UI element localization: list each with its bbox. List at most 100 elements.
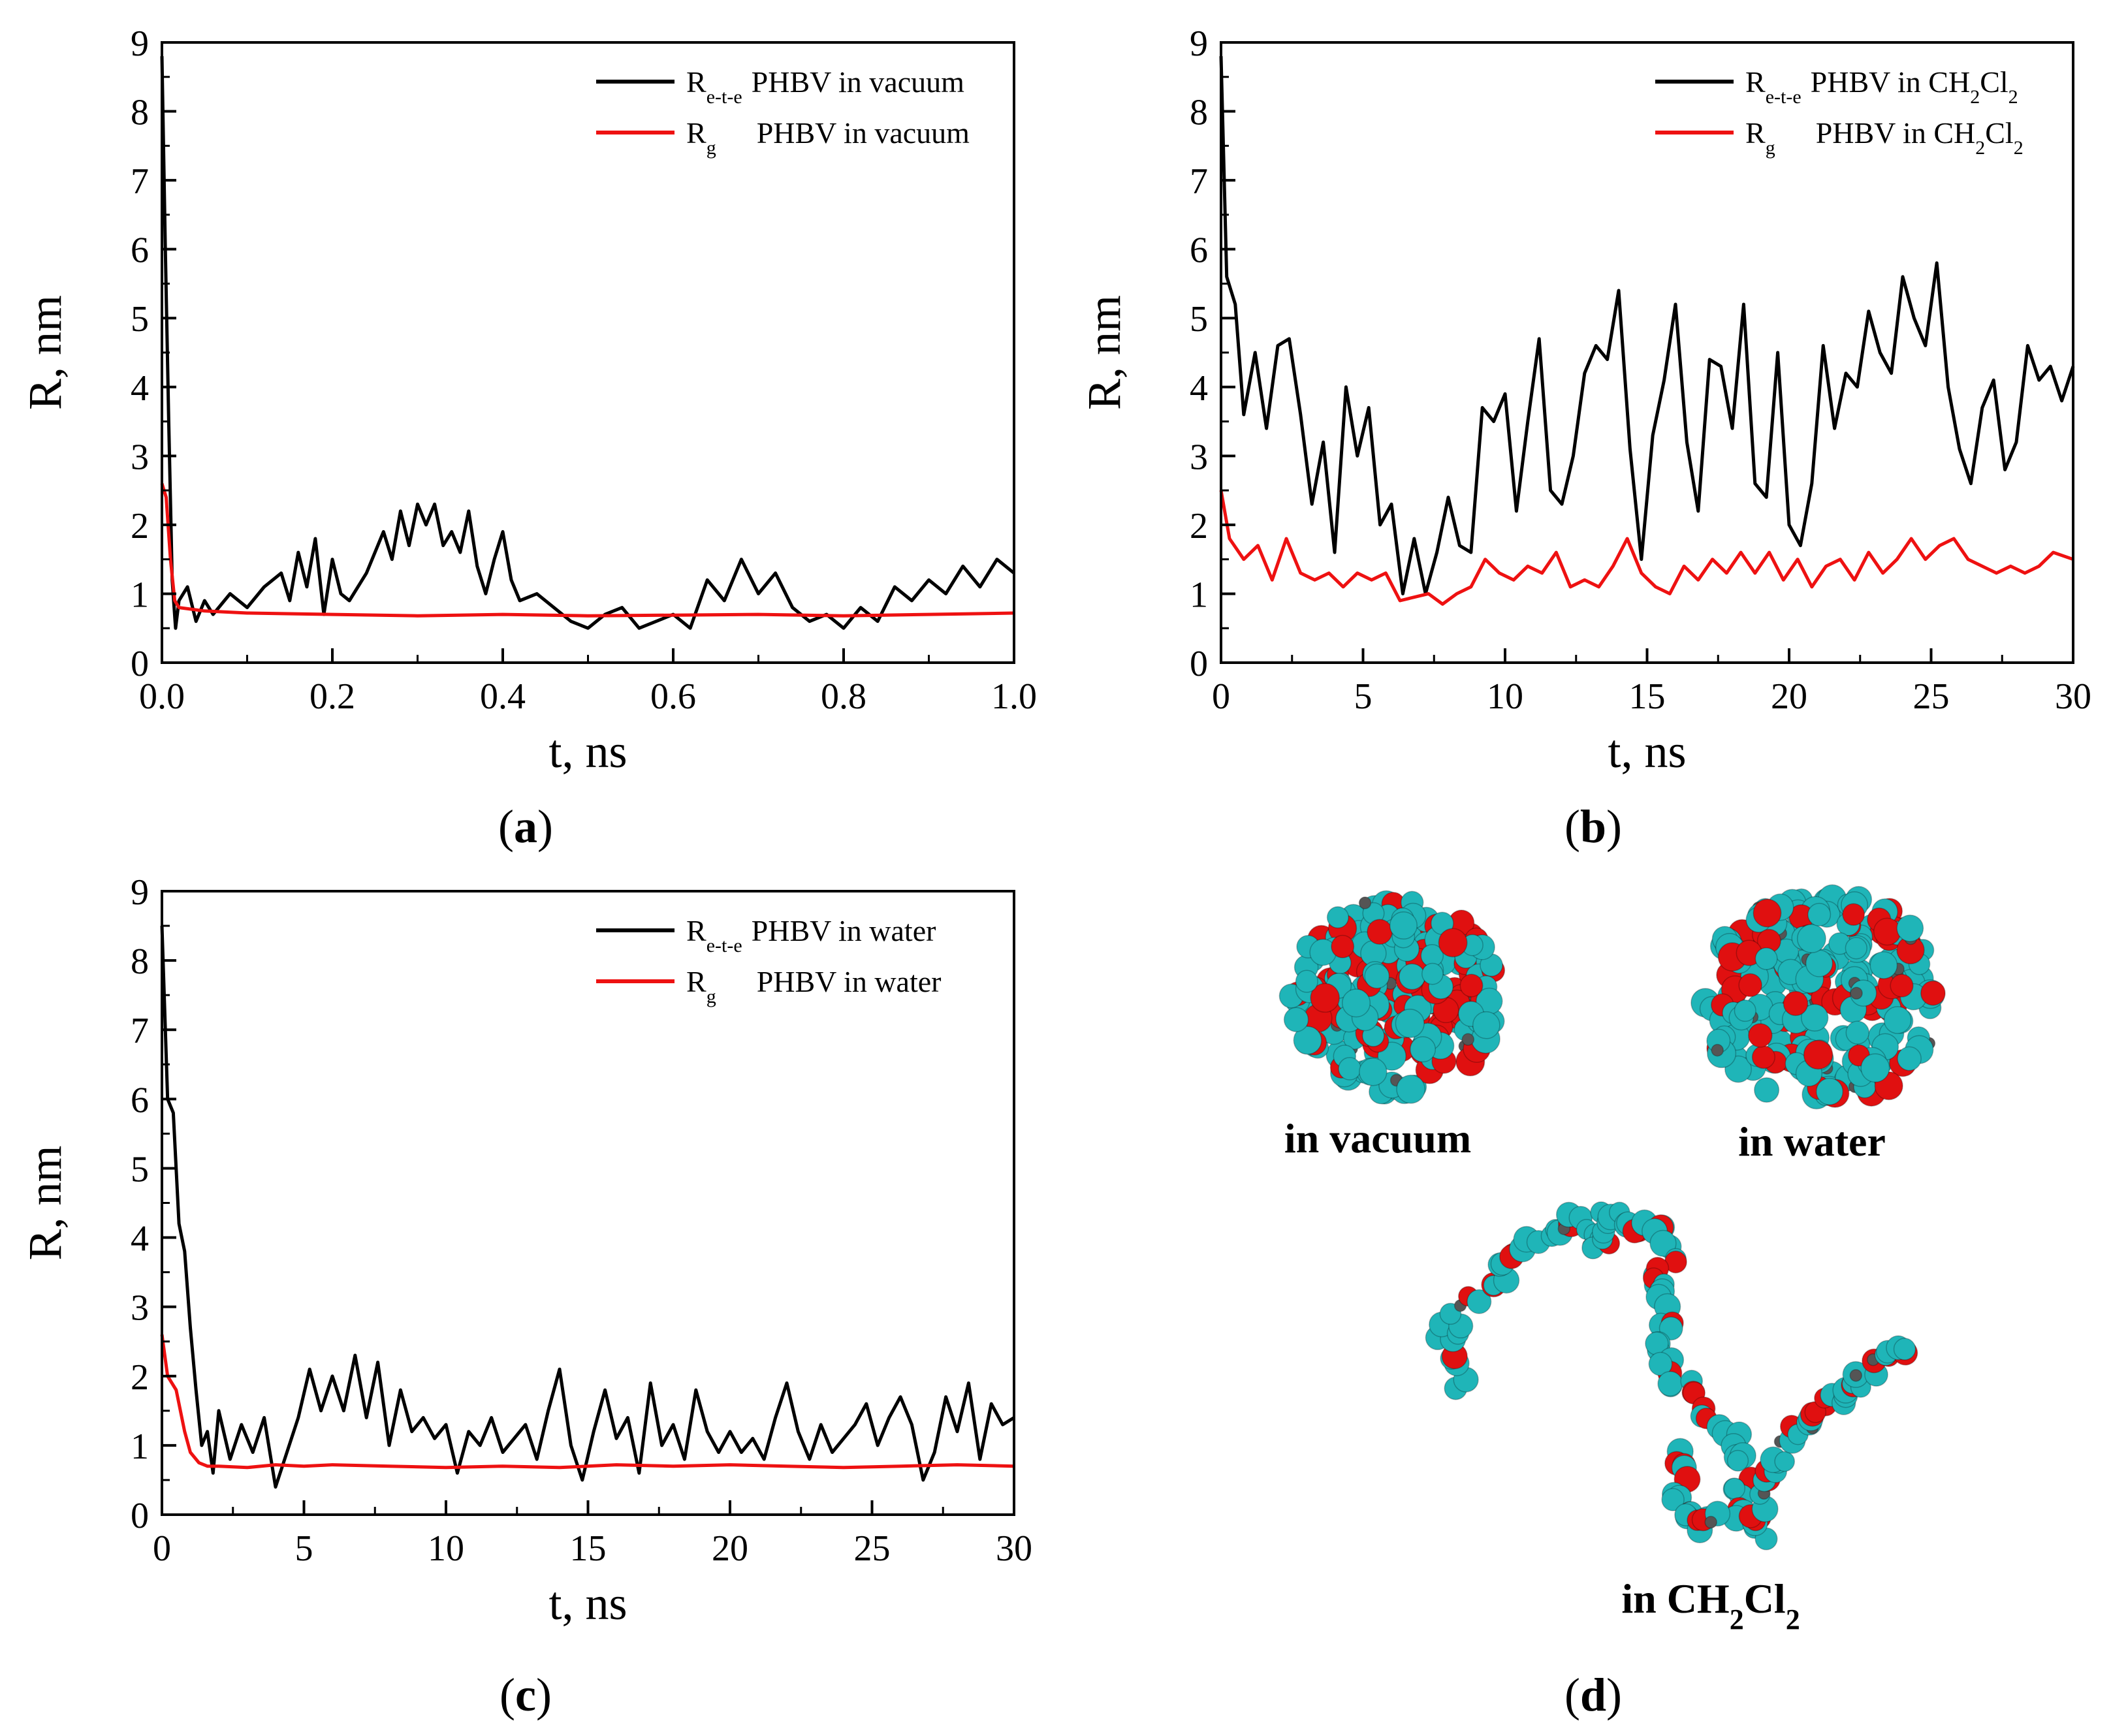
atom bbox=[1845, 937, 1867, 960]
y-tick-label-a-7: 7 bbox=[131, 161, 149, 202]
y-tick-label-a-5: 5 bbox=[131, 299, 149, 339]
y-tick-label-a-8: 8 bbox=[131, 93, 149, 133]
atom bbox=[1807, 902, 1832, 926]
y-tick-label-b-1: 1 bbox=[1190, 575, 1208, 615]
atom bbox=[1754, 1077, 1780, 1103]
y-axis-title-c: R, nm bbox=[19, 1145, 71, 1260]
atom bbox=[1396, 1074, 1425, 1104]
atom bbox=[1849, 1368, 1863, 1382]
x-axis-title-a: t, ns bbox=[548, 725, 627, 778]
atom bbox=[1803, 1039, 1833, 1070]
y-tick-label-a-4: 4 bbox=[131, 368, 149, 409]
atom bbox=[1893, 1338, 1916, 1361]
panel-label-a: (a) bbox=[498, 800, 553, 853]
atom bbox=[1395, 1008, 1425, 1039]
chart-panel-a: 0.0 0.2 0.4 0.6 0.8 1.0 0 1 2 3 4 5 6 7 8 9 t, ns R, nm Re… bbox=[19, 24, 1037, 778]
x-tick-label-a-2: 0.4 bbox=[480, 676, 526, 717]
atom bbox=[1734, 1000, 1756, 1022]
y-tick-label-a-6: 6 bbox=[131, 230, 149, 271]
legend-label-b-1: Rg PHBV in CH2Cl2 bbox=[1745, 116, 2024, 159]
atom bbox=[1873, 917, 1901, 946]
atom bbox=[1850, 986, 1863, 1000]
x-tick-label-c-2: 10 bbox=[428, 1528, 464, 1569]
y-tick-label-c-3: 3 bbox=[131, 1288, 149, 1329]
x-tick-label-a-5: 1.0 bbox=[991, 676, 1037, 717]
y-tick-label-c-5: 5 bbox=[131, 1149, 149, 1190]
atom bbox=[1748, 1023, 1773, 1048]
x-tick-label-b-3: 15 bbox=[1629, 676, 1666, 717]
x-tick-label-c-1: 5 bbox=[295, 1528, 313, 1569]
atom bbox=[1849, 979, 1877, 1007]
series-line-c-ete bbox=[160, 926, 1015, 1489]
x-axis-title-b: t, ns bbox=[1608, 725, 1686, 778]
panel-label-b: (b) bbox=[1564, 800, 1622, 853]
legend-label-b-0: Re-t-e PHBV in CH2Cl2 bbox=[1745, 65, 2018, 108]
atom bbox=[1326, 906, 1349, 929]
panel-label-d: (d) bbox=[1564, 1669, 1622, 1721]
x-tick-label-a-3: 0.6 bbox=[650, 676, 696, 717]
x-tick-label-b-5: 25 bbox=[1913, 676, 1950, 717]
atom bbox=[1467, 1289, 1492, 1314]
x-tick-label-c-4: 20 bbox=[712, 1528, 748, 1569]
atom bbox=[1295, 970, 1318, 993]
panel-letter-d: d bbox=[1580, 1669, 1606, 1721]
y-tick-label-b-2: 2 bbox=[1190, 506, 1208, 546]
chart-panel-c: 0 5 10 15 20 25 30 0 1 2 3 4 5 6 7 8 9 t, ns R, nm Re-t-e PH… bbox=[19, 872, 1032, 1630]
atom bbox=[1283, 1007, 1309, 1032]
atom bbox=[1800, 1003, 1829, 1032]
series-line-b-rg bbox=[1219, 490, 2074, 606]
label-ch2cl2-mid: Cl bbox=[1744, 1575, 1786, 1622]
x-tick-label-b-4: 20 bbox=[1771, 676, 1807, 717]
atom bbox=[1649, 1229, 1677, 1257]
x-tick-label-c-5: 25 bbox=[854, 1528, 891, 1569]
y-tick-label-a-1: 1 bbox=[131, 575, 149, 615]
atom bbox=[1661, 1488, 1685, 1511]
atom bbox=[1842, 903, 1865, 926]
atom bbox=[1359, 1058, 1388, 1086]
y-tick-label-c-0: 0 bbox=[131, 1496, 149, 1536]
y-tick-label-a-2: 2 bbox=[131, 506, 149, 546]
atom bbox=[1869, 951, 1898, 979]
atom bbox=[1738, 973, 1762, 998]
atom bbox=[1805, 949, 1833, 977]
x-tick-label-b-2: 10 bbox=[1487, 676, 1523, 717]
atom bbox=[1399, 963, 1426, 990]
y-axis-title-b: R, nm bbox=[1078, 295, 1130, 410]
y-tick-label-b-8: 8 bbox=[1190, 93, 1208, 133]
legend-label-a-1: Rg PHBV in vacuum bbox=[686, 116, 970, 159]
legend-label-c-0: Re-t-e PHBV in water bbox=[686, 914, 936, 956]
atom bbox=[1438, 928, 1468, 958]
atom bbox=[1726, 1449, 1749, 1472]
molecule-illustration: in vacuum in water in CH2Cl2 bbox=[1278, 884, 1946, 1635]
y-tick-label-c-2: 2 bbox=[131, 1357, 149, 1398]
y-tick-label-b-4: 4 bbox=[1190, 368, 1208, 409]
label-ch2cl2-sub1: 2 bbox=[1730, 1603, 1744, 1635]
x-axis-title-c: t, ns bbox=[548, 1577, 627, 1630]
label-ch2cl2-prefix: in CH bbox=[1621, 1575, 1729, 1622]
atom bbox=[1409, 1036, 1436, 1063]
label-in-vacuum: in vacuum bbox=[1284, 1115, 1471, 1161]
atom bbox=[1754, 947, 1778, 970]
y-tick-label-a-0: 0 bbox=[131, 644, 149, 684]
y-tick-label-b-3: 3 bbox=[1190, 437, 1208, 477]
label-in-water: in water bbox=[1738, 1118, 1886, 1165]
y-tick-label-b-0: 0 bbox=[1190, 644, 1208, 684]
y-tick-label-c-8: 8 bbox=[131, 941, 149, 982]
atom bbox=[1774, 1451, 1796, 1472]
atom bbox=[1331, 934, 1355, 958]
atom bbox=[1341, 988, 1371, 1018]
atom bbox=[1783, 990, 1809, 1017]
x-tick-label-c-6: 30 bbox=[996, 1528, 1032, 1569]
molecule-ch2cl2 bbox=[1425, 1201, 1918, 1551]
atom bbox=[1920, 980, 1946, 1006]
atom bbox=[1459, 973, 1484, 998]
label-in-ch2cl2: in CH2Cl2 bbox=[1621, 1575, 1800, 1635]
x-tick-label-b-6: 30 bbox=[2055, 676, 2091, 717]
y-tick-label-c-1: 1 bbox=[131, 1427, 149, 1467]
series-line-b-ete bbox=[1219, 56, 2075, 595]
x-tick-label-c-0: 0 bbox=[153, 1528, 171, 1569]
x-tick-label-b-0: 0 bbox=[1212, 676, 1230, 717]
x-tick-label-b-1: 5 bbox=[1354, 676, 1373, 717]
y-tick-label-a-9: 9 bbox=[131, 24, 149, 64]
atom bbox=[1723, 1477, 1746, 1500]
